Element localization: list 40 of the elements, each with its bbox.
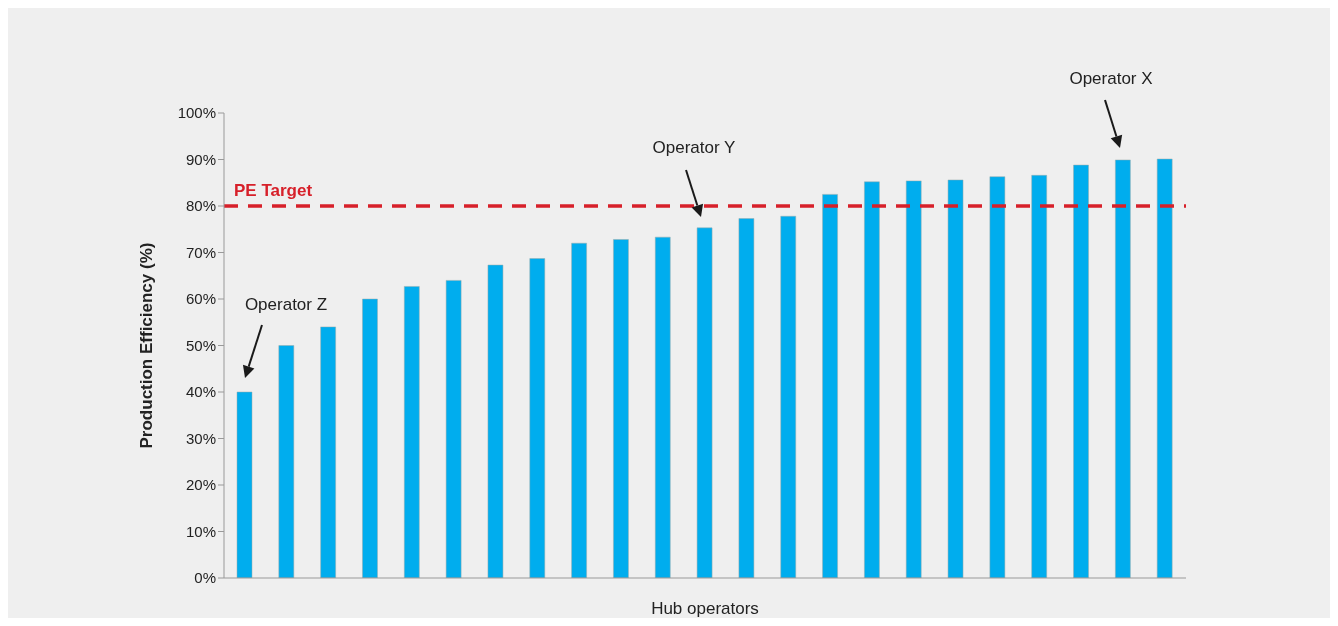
bar	[905, 180, 922, 578]
bar	[989, 176, 1006, 578]
bar	[655, 236, 671, 578]
y-tick-label: 20%	[185, 476, 216, 494]
bar	[1073, 164, 1089, 578]
bar	[404, 286, 420, 578]
y-tick-label: 80%	[185, 197, 216, 215]
annotation: Operator Y	[652, 138, 736, 157]
y-tick-label: 60%	[185, 290, 216, 308]
y-tick-label: 100%	[177, 104, 216, 122]
bar	[445, 280, 462, 578]
y-tick-label: 40%	[185, 383, 216, 401]
bar	[613, 239, 629, 578]
bar	[822, 194, 838, 578]
bar	[236, 391, 253, 578]
bar	[320, 326, 336, 578]
bar	[571, 242, 587, 578]
y-tick-label: 90%	[185, 150, 216, 168]
bar	[696, 227, 713, 578]
bar	[1031, 175, 1047, 578]
y-axis-title: Production Efficiency (%)	[137, 242, 157, 449]
y-tick-label: 70%	[185, 243, 216, 261]
x-axis-title: Hub operators	[651, 599, 759, 618]
y-tick-label: 30%	[185, 429, 216, 447]
bar	[864, 181, 880, 578]
bar	[780, 215, 796, 578]
bar	[738, 218, 755, 578]
y-tick-label: 10%	[185, 522, 216, 540]
bar	[1115, 159, 1131, 578]
text: Operator X	[1069, 69, 1153, 88]
ref-line-label: PE Target	[234, 181, 313, 200]
y-tick-label: 50%	[185, 336, 216, 354]
y-tick-label: 0%	[194, 569, 216, 587]
bar	[529, 258, 546, 578]
annotation: Operator Z	[244, 295, 328, 314]
bar	[362, 298, 378, 578]
bar	[947, 179, 964, 578]
bar	[278, 345, 295, 578]
bar	[1156, 158, 1173, 578]
bar	[487, 264, 504, 578]
